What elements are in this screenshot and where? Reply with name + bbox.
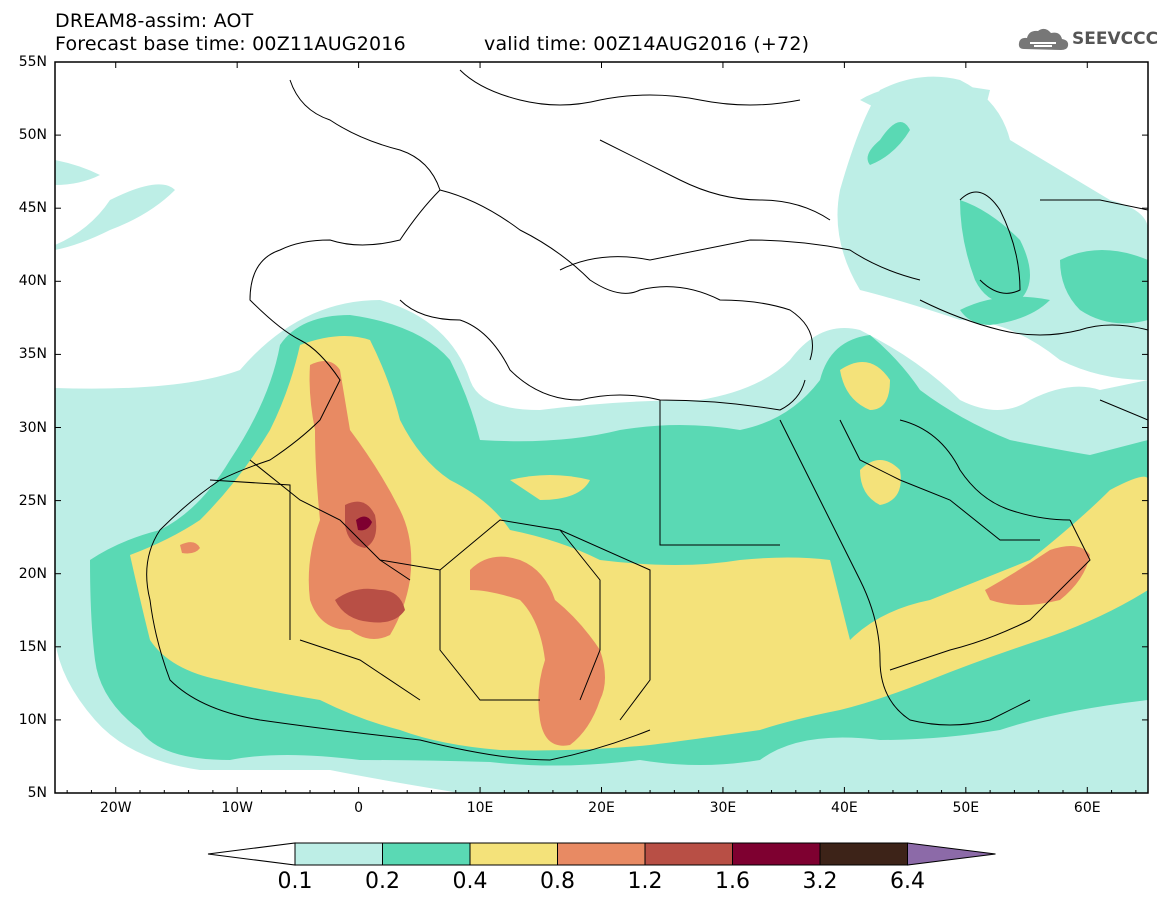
lat-label: 50N	[18, 127, 47, 144]
forecast-base-time: Forecast base time: 00Z11AUG2016	[55, 33, 406, 55]
lat-label: 40N	[18, 273, 47, 290]
axis-ticks	[55, 61, 1148, 794]
colorbar-swatch	[294, 842, 383, 866]
seevccc-logo: SEEVCCC	[1018, 25, 1158, 55]
coastlines	[146, 69, 1148, 761]
lon-label: 30E	[709, 800, 737, 816]
lat-label: 10N	[18, 711, 47, 728]
lat-label: 30N	[18, 419, 47, 436]
colorbar-label: 1.6	[715, 869, 750, 894]
valid-time: valid time: 00Z14AUG2016 (+72)	[484, 33, 810, 55]
cloud-icon	[1018, 28, 1069, 50]
lon-label: 0	[354, 800, 364, 816]
colorbar-label: 1.2	[627, 869, 663, 894]
aot-map	[54, 61, 1149, 794]
colorbar-swatch	[732, 842, 821, 866]
lon-label: 20E	[588, 800, 615, 816]
colorbar-swatch	[644, 842, 733, 866]
colorbar-swatch	[819, 842, 908, 866]
colorbar-label: 0.8	[540, 869, 575, 894]
colorbar-swatch	[469, 842, 558, 866]
aot-level-1-6	[356, 516, 372, 531]
lon-label: 40E	[831, 800, 858, 816]
colorbar-label: 6.4	[890, 869, 925, 894]
map-title: DREAM8-assim: AOT	[55, 10, 254, 32]
colorbar-swatch	[557, 842, 646, 866]
aot-level-0-8	[180, 361, 1090, 746]
logo-brand-text: SEEVCCC	[1072, 29, 1159, 49]
colorbar-high-arrow	[907, 842, 996, 866]
lon-label: 20W	[99, 800, 132, 816]
aot-level-0-4	[130, 336, 1148, 751]
lat-label: 20N	[18, 565, 47, 582]
aot-contours	[55, 76, 1148, 793]
lon-label: 60E	[1073, 800, 1101, 816]
lat-label: 55N	[18, 54, 47, 70]
lon-label: 50E	[952, 800, 980, 816]
colorbar-low-arrow	[207, 842, 296, 866]
colorbar-swatch	[382, 842, 471, 866]
colorbar-label: 3.2	[802, 869, 838, 894]
lon-label: 10E	[466, 800, 494, 816]
colorbar-label: 0.4	[452, 869, 488, 894]
colorbar-label: 0.2	[365, 869, 400, 894]
lat-label: 25N	[18, 492, 47, 509]
lat-label: 35N	[18, 346, 47, 363]
lon-label: 10W	[221, 800, 253, 816]
lat-label: 15N	[18, 638, 47, 655]
lat-label: 5N	[27, 785, 47, 801]
colorbar-label: 0.1	[277, 869, 313, 894]
lat-label: 45N	[18, 200, 47, 217]
